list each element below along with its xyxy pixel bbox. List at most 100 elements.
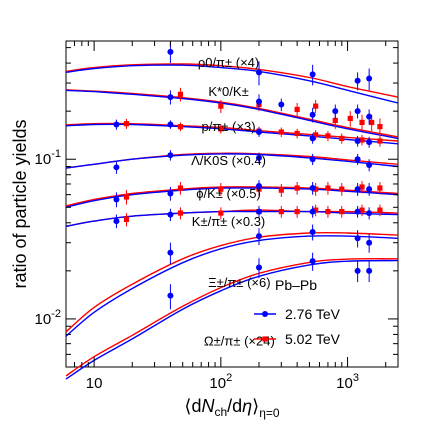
data-point-502 <box>332 117 338 124</box>
axis-ticks <box>65 41 398 368</box>
data-point-502 <box>313 207 319 213</box>
data-point-276 <box>309 229 316 236</box>
legend-marker-1 <box>262 336 268 342</box>
data-point-502 <box>339 135 345 142</box>
data-point-502 <box>359 119 365 126</box>
data-point-276 <box>309 111 316 118</box>
ratio-label: Ω±/π± (×24) <box>204 334 275 349</box>
data-point-502 <box>325 185 331 191</box>
data-point-502 <box>278 129 284 135</box>
data-point-502 <box>123 194 130 200</box>
data-point-276 <box>255 129 262 136</box>
data-point-276 <box>167 249 174 256</box>
data-point-276 <box>354 156 361 163</box>
y-tick-label: 10-2 <box>35 308 61 328</box>
data-point-502 <box>177 124 184 130</box>
data-point-276 <box>366 186 373 193</box>
data-point-276 <box>309 71 316 78</box>
data-point-502 <box>339 186 345 192</box>
ratio-labels: ρ0/π± (×4) K*0/K± p/π± (×3) Λ/K0S (×0.4) ϕ/K… <box>191 55 275 349</box>
data-point-502 <box>359 137 365 143</box>
data-point-502 <box>177 185 184 191</box>
data-point-276 <box>278 101 285 108</box>
data-point-276 <box>113 121 120 128</box>
data-point-276 <box>354 108 361 115</box>
data-point-276 <box>255 264 262 271</box>
data-point-276 <box>366 210 373 217</box>
data-point-276 <box>113 218 120 225</box>
data-point-502 <box>218 103 224 109</box>
data-point-502 <box>377 124 383 130</box>
model-curve-502-7 <box>65 258 399 377</box>
ratio-label: Λ/K0S (×0.4) <box>191 153 266 168</box>
data-point-276 <box>167 121 174 128</box>
data-point-502 <box>313 103 319 109</box>
data-point-502 <box>339 208 345 215</box>
ratio-label: ρ0/π± (×4) <box>198 55 259 70</box>
data-point-276 <box>309 156 316 163</box>
data-point-502 <box>313 132 319 138</box>
model-curve-276-7 <box>65 259 399 380</box>
ratio-label: p/π± (×3) <box>202 119 256 134</box>
data-point-502 <box>218 126 224 132</box>
data-point-502 <box>218 210 224 216</box>
ratio-label: K*0/K± <box>208 84 248 99</box>
data-point-502 <box>177 91 184 97</box>
data-point-276 <box>366 113 373 120</box>
data-points <box>113 42 383 310</box>
model-curve-276-6 <box>65 235 399 337</box>
data-point-502 <box>369 119 375 126</box>
data-point-276 <box>255 154 262 161</box>
x-tick-label: 10 <box>86 375 103 392</box>
data-point-502 <box>325 133 331 139</box>
data-point-276 <box>354 186 361 193</box>
data-point-502 <box>377 138 383 144</box>
legend: Pb–Pb 2.76 TeV 5.02 TeV <box>254 277 341 347</box>
data-point-276 <box>332 108 339 115</box>
data-point-502 <box>294 130 300 137</box>
data-point-502 <box>325 208 331 215</box>
data-point-276 <box>167 94 174 101</box>
tick-labels: 10 102 103 10-2 10-1 <box>35 148 359 392</box>
data-point-502 <box>294 185 300 191</box>
data-point-276 <box>366 75 373 82</box>
data-point-502 <box>359 207 365 213</box>
data-point-276 <box>255 182 262 189</box>
plot-area <box>65 40 399 368</box>
ratio-label: Ξ±/π± (×6) <box>208 275 270 290</box>
data-point-276 <box>366 139 373 146</box>
legend-label-0: 2.76 TeV <box>285 306 341 322</box>
data-point-276 <box>354 138 361 145</box>
data-point-276 <box>113 196 120 203</box>
data-point-502 <box>123 216 130 222</box>
data-point-276 <box>354 77 361 84</box>
data-point-276 <box>167 292 174 299</box>
data-point-276 <box>309 208 316 215</box>
data-point-276 <box>113 164 120 171</box>
data-point-276 <box>309 135 316 142</box>
data-point-276 <box>167 48 174 55</box>
data-point-276 <box>354 267 361 274</box>
data-point-276 <box>167 190 174 197</box>
data-point-276 <box>255 208 262 215</box>
data-point-276 <box>366 267 373 274</box>
model-curve-276-3 <box>65 153 399 169</box>
model-curve-276-0 <box>65 64 399 104</box>
legend-label-1: 5.02 TeV <box>285 331 341 347</box>
data-point-502 <box>294 208 300 215</box>
data-point-276 <box>167 211 174 218</box>
model-curve-502-6 <box>65 231 399 333</box>
legend-system-label: Pb–Pb <box>275 277 317 293</box>
data-point-502 <box>377 185 383 191</box>
data-point-502 <box>218 186 224 192</box>
data-point-502 <box>177 210 184 216</box>
data-point-502 <box>359 184 365 190</box>
data-point-276 <box>309 185 316 192</box>
model-curve-502-0 <box>65 63 399 98</box>
ratio-label: ϕ/K± (×0.5) <box>196 186 261 201</box>
x-axis-title: ⟨dNch/dη⟩η=0 <box>184 396 279 420</box>
data-point-276 <box>354 208 361 215</box>
legend-marker-0 <box>262 311 268 317</box>
data-point-502 <box>123 121 130 127</box>
